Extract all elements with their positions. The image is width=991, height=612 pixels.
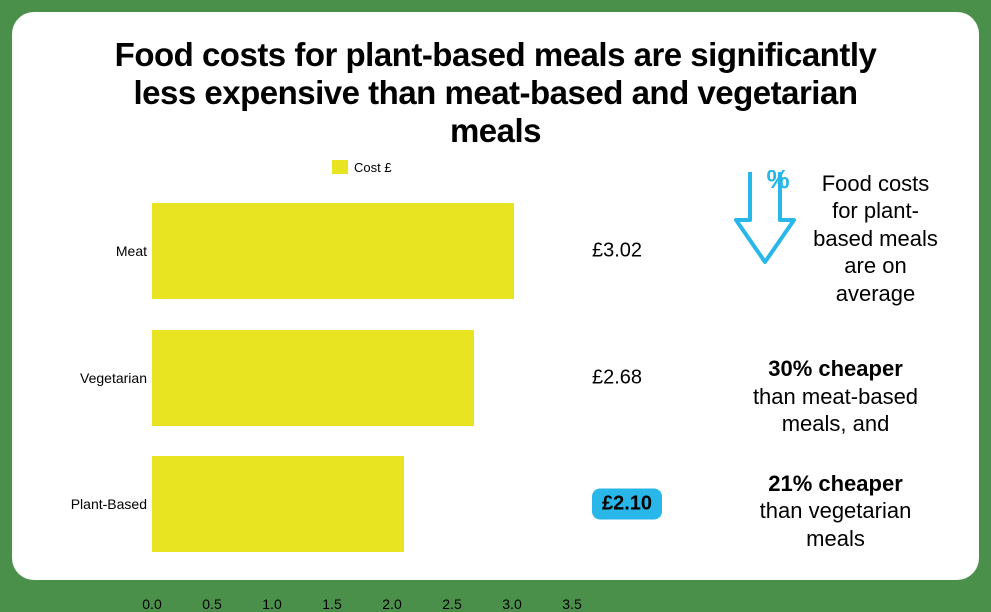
down-arrow-percent-icon: % [732,170,798,266]
x-axis-tick-label: 3.5 [562,596,581,612]
side-text: % Food costs for plant-based meals are o… [652,160,939,584]
bar-value-label: £3.02 [592,240,642,263]
stat-2-rest: than vegetarian meals [760,498,912,551]
stat-2-bold: 21% cheaper [768,471,903,496]
y-axis-labels: Meat Vegetarian Plant-Based [52,188,147,568]
side-intro: Food costs for plant-based meals are on … [812,170,939,308]
chart-area: Cost £ MeatVegetarianPlant-Based £3.02£2… [52,160,652,584]
percent-label: % [766,170,789,194]
bar [152,203,514,299]
x-axis-tick-label: 1.0 [262,596,281,612]
x-axis-tick-label: 0.5 [202,596,221,612]
x-axis-tick-label: 2.5 [442,596,461,612]
bar [152,456,404,552]
legend: Cost £ [332,160,392,175]
x-axis: 0.00.51.01.52.02.53.03.5 [152,568,572,612]
x-axis-tick-label: 1.5 [322,596,341,612]
x-axis-tick-label: 3.0 [502,596,521,612]
x-axis-tick-label: 0.0 [142,596,161,612]
chart-title: Food costs for plant-based meals are sig… [52,36,939,150]
intro-block: % Food costs for plant-based meals are o… [732,170,939,308]
y-axis-category-label: Vegetarian [80,370,147,386]
legend-swatch [332,160,348,174]
stat-1-rest: than meat-based meals, and [753,384,918,437]
stat-1-bold: 30% cheaper [768,356,903,381]
x-axis-tick-label: 2.0 [382,596,401,612]
legend-label: Cost £ [354,160,392,175]
bar-value-label-highlight: £2.10 [592,489,662,520]
bar-value-label: £2.68 [592,366,642,389]
plot-area: £3.02£2.68£2.10 [152,188,572,568]
stat-1: 30% cheaper than meat-based meals, and [732,355,939,438]
stat-2: 21% cheaper than vegetarian meals [732,470,939,553]
y-axis-category-label: Meat [116,243,147,259]
bar [152,330,474,426]
content-row: Cost £ MeatVegetarianPlant-Based £3.02£2… [52,160,939,584]
infographic-card: Food costs for plant-based meals are sig… [12,12,979,580]
y-axis-category-label: Plant-Based [71,496,147,512]
